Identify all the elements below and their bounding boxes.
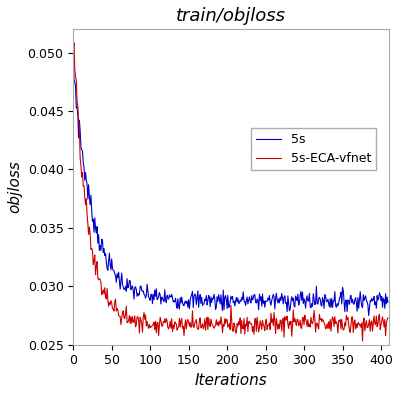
5s <box>71 37 76 42</box>
5s-ECA-vfnet <box>195 325 200 330</box>
5s <box>366 313 371 318</box>
5s-ECA-vfnet <box>342 320 347 325</box>
5s-ECA-vfnet <box>386 315 390 320</box>
Line: 5s: 5s <box>73 40 388 316</box>
Title: train/objloss: train/objloss <box>176 7 286 25</box>
5s <box>201 302 206 307</box>
Legend: 5s, 5s-ECA-vfnet: 5s, 5s-ECA-vfnet <box>251 128 376 170</box>
5s <box>129 285 134 290</box>
5s <box>194 302 199 307</box>
Y-axis label: objloss: objloss <box>7 161 22 213</box>
5s-ECA-vfnet <box>342 327 346 332</box>
Line: 5s-ECA-vfnet: 5s-ECA-vfnet <box>73 43 388 341</box>
5s-ECA-vfnet <box>71 48 76 53</box>
X-axis label: Iterations: Iterations <box>194 373 267 388</box>
5s-ECA-vfnet <box>360 339 365 343</box>
5s <box>386 300 390 305</box>
5s <box>341 288 346 293</box>
5s <box>342 299 346 304</box>
5s <box>78 145 83 149</box>
5s-ECA-vfnet <box>202 324 206 329</box>
5s-ECA-vfnet <box>130 314 135 319</box>
5s-ECA-vfnet <box>72 41 76 45</box>
5s-ECA-vfnet <box>79 175 84 179</box>
